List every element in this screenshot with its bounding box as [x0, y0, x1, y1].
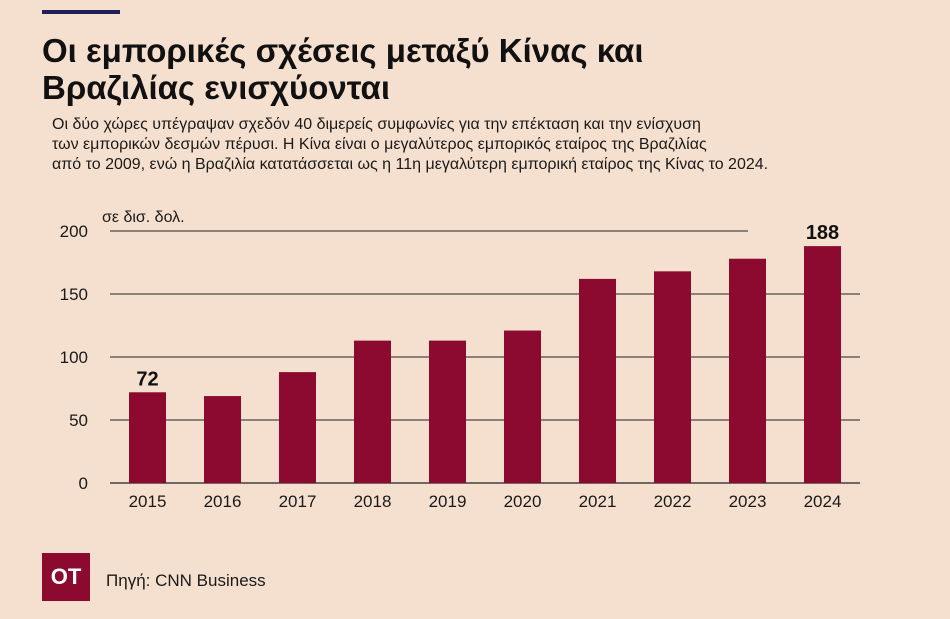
bar	[354, 340, 391, 483]
bar	[654, 271, 691, 483]
y-tick-label: 0	[79, 474, 88, 493]
x-tick-label: 2021	[579, 492, 617, 511]
bar	[579, 278, 616, 483]
data-label: 188	[806, 222, 839, 244]
brand-logo: ΟΤ	[42, 553, 90, 601]
y-tick-label: 100	[60, 348, 88, 367]
source-note: Πηγή: CNN Business	[106, 571, 266, 590]
y-tick-label: 50	[69, 411, 88, 430]
x-tick-label: 2024	[804, 492, 842, 511]
chart-subtitle: Οι δύο χώρες υπέγραψαν σχεδόν 40 διμερεί…	[52, 115, 932, 175]
chart-title: Οι εμπορικές σχέσεις μεταξύ Κίνας και Βρ…	[42, 32, 644, 106]
x-tick-label: 2018	[354, 492, 392, 511]
subtitle-line: Οι δύο χώρες υπέγραψαν σχεδόν 40 διμερεί…	[52, 116, 701, 133]
subtitle-line: από το 2009, ενώ η Βραζιλία κατατάσσεται…	[52, 156, 769, 173]
y-unit-label: σε δισ. δολ.	[102, 209, 185, 226]
x-tick-label: 2020	[504, 492, 542, 511]
x-tick-label: 2019	[429, 492, 467, 511]
bar	[429, 340, 466, 483]
bar	[129, 392, 166, 483]
x-tick-label: 2023	[729, 492, 767, 511]
x-tick-label: 2015	[129, 492, 167, 511]
y-tick-label: 200	[60, 222, 88, 241]
x-tick-label: 2016	[204, 492, 242, 511]
data-label: 72	[136, 368, 158, 390]
x-tick-label: 2022	[654, 492, 692, 511]
top-accent-rule	[42, 10, 120, 14]
bar	[204, 396, 241, 483]
y-tick-label: 150	[60, 285, 88, 304]
x-tick-label: 2017	[279, 492, 317, 511]
bar	[504, 330, 541, 483]
bar	[729, 258, 766, 483]
bar	[279, 372, 316, 483]
subtitle-line: των εμπορικών δεσμών πέρυσι. Η Κίνα είνα…	[52, 136, 707, 153]
bar	[804, 246, 841, 483]
